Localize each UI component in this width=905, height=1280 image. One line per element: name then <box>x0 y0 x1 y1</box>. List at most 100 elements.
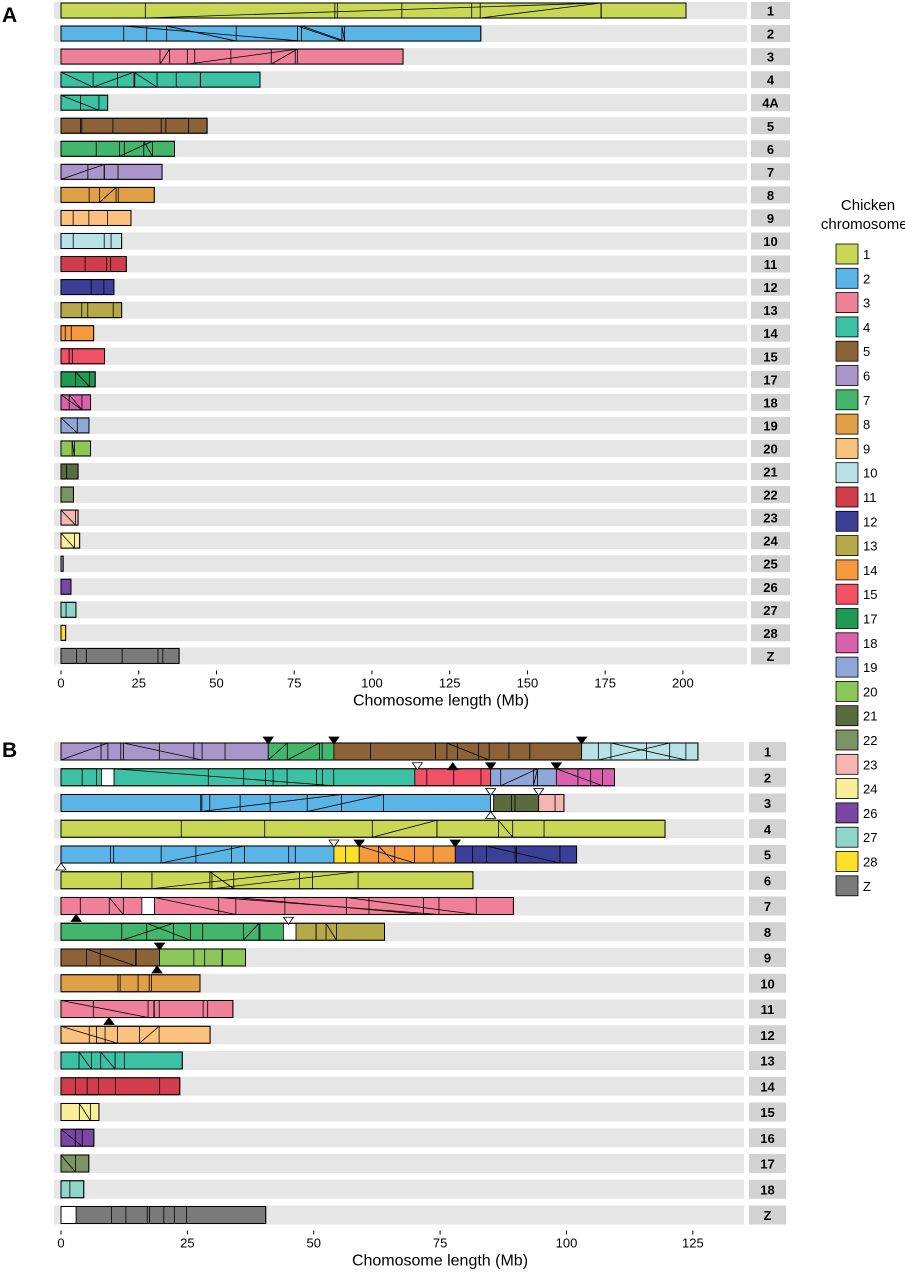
row-label-background <box>749 845 786 864</box>
row-label-background <box>751 578 790 596</box>
row-label-background <box>749 896 786 916</box>
row-background <box>54 209 747 227</box>
x-tick-label: 25 <box>180 1236 194 1251</box>
synteny-segment <box>295 922 385 941</box>
legend-swatch <box>835 802 859 824</box>
row-background <box>54 186 747 204</box>
chromosome-label: 10 <box>760 976 774 991</box>
inversion-line <box>143 141 153 157</box>
inversion-line <box>211 871 359 890</box>
legend-item: 12 <box>835 510 877 532</box>
legend-label: 9 <box>863 441 870 456</box>
chromosome-label: 2 <box>764 770 771 785</box>
row-background <box>54 509 747 527</box>
legend-item: 9 <box>835 437 870 459</box>
row-label-background <box>751 255 790 273</box>
legend-item: 17 <box>835 608 877 629</box>
legend-item: 10 <box>835 462 877 484</box>
x-tick-label: 100 <box>361 675 383 690</box>
row-background <box>54 163 747 181</box>
legend-item: 6 <box>835 365 870 386</box>
legend-label: 24 <box>863 782 877 797</box>
row-label-background <box>751 393 790 411</box>
row-background <box>54 94 747 112</box>
inversion-line <box>480 2 602 19</box>
chromosome-outline <box>60 794 565 812</box>
legend-label: 7 <box>863 393 870 408</box>
chromosome-label: 9 <box>767 211 774 226</box>
inversion-line <box>71 440 75 457</box>
synteny-segment <box>60 648 180 664</box>
row-background <box>54 117 747 135</box>
row-label-background <box>751 347 790 365</box>
chromosome-row-10: 10 <box>54 232 790 250</box>
inversion-line <box>123 25 302 42</box>
chromosome-outline <box>60 463 79 480</box>
chromosome-row-6: 6 <box>54 140 790 158</box>
inversion-line <box>78 1051 92 1070</box>
chromosome-label: 10 <box>763 234 777 249</box>
legend-swatch <box>835 583 859 605</box>
synteny-segment <box>60 302 123 319</box>
chromosome-label: 5 <box>764 848 771 863</box>
breakpoint-marker <box>55 862 67 871</box>
legend-swatch <box>835 851 859 872</box>
breakpoint-marker <box>484 788 497 797</box>
inversion-line <box>60 1128 83 1147</box>
legend-swatch <box>835 243 859 265</box>
chromosome-label: 18 <box>763 395 777 410</box>
chromosome-row-2: 2 <box>54 767 786 787</box>
chromosome-row-12: 12 <box>54 1025 786 1045</box>
breakpoint-marker <box>411 762 424 771</box>
legend-swatch <box>835 705 859 727</box>
chromosome-row-8: 8 <box>54 922 786 942</box>
row-label-background <box>749 870 786 890</box>
chromosome-row-27: 27 <box>54 601 790 619</box>
inversion-line <box>325 923 337 941</box>
inversion-line <box>341 25 346 42</box>
breakpoint-marker <box>532 788 545 797</box>
x-tick-label: 25 <box>132 675 146 690</box>
synteny-segment <box>60 486 74 503</box>
legend-label: 27 <box>863 830 877 845</box>
synteny-segment <box>60 117 208 134</box>
legend-label: 6 <box>863 369 870 384</box>
x-tick-label: 175 <box>594 675 616 690</box>
legend: Chicken chromosomes 12345678910111213141… <box>821 197 905 897</box>
row-background <box>54 463 747 480</box>
legend-label: 10 <box>863 466 877 481</box>
chromosome-row-2: 2 <box>54 25 790 43</box>
chromosome-row-9: 9 <box>54 209 790 227</box>
breakpoint-marker <box>328 839 340 848</box>
chromosome-row-17: 17 <box>54 1154 786 1173</box>
chromosome-label: 15 <box>763 349 777 364</box>
inversion-line <box>60 1154 76 1173</box>
x-tick-label: 0 <box>57 1236 64 1251</box>
row-background <box>54 486 747 504</box>
chromosome-outline <box>60 394 92 411</box>
row-label-background <box>751 463 790 480</box>
row-background <box>54 370 747 388</box>
inversion-line <box>533 768 538 786</box>
row-label-background <box>751 232 790 250</box>
row-background <box>54 624 747 642</box>
chromosome-label: 13 <box>763 303 777 318</box>
chromosome-label: 12 <box>763 280 777 295</box>
chromosome-label: Z <box>767 649 775 664</box>
chromosome-outline <box>60 209 132 226</box>
legend-item: 2 <box>835 267 870 289</box>
synteny-segment <box>60 768 102 787</box>
legend-label: 2 <box>863 271 870 286</box>
legend-swatch <box>835 681 859 702</box>
legend-label: 12 <box>863 514 877 529</box>
chromosome-label: 27 <box>763 603 777 618</box>
synteny-segment <box>75 1206 267 1224</box>
chromosome-label: 28 <box>763 626 777 641</box>
chromosome-outline <box>60 624 67 641</box>
synteny-segment <box>60 974 201 993</box>
x-tick-label: 0 <box>57 675 64 690</box>
breakpoint-marker <box>151 965 163 974</box>
legend-swatch <box>835 778 859 799</box>
legend-item: 3 <box>835 292 870 314</box>
